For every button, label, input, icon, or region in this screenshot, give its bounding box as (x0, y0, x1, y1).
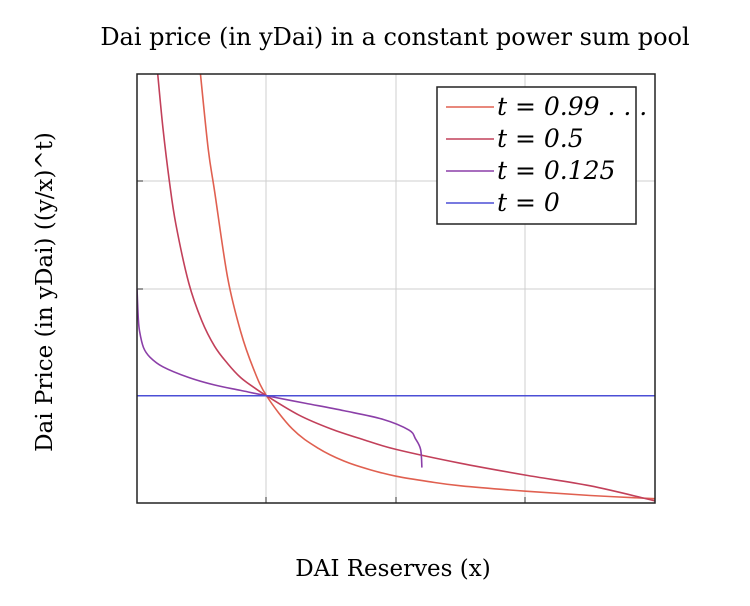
legend-label-0: t = 0.99 . . . (497, 92, 647, 121)
legend: t = 0.99 . . . t = 0.5 t = 0.125 t = 0 (436, 86, 647, 225)
legend-entry-2: t = 0.125 (446, 156, 615, 185)
chart-title: Dai price (in yDai) in a constant power … (100, 23, 689, 51)
y-axis-label: Dai Price (in yDai) ((y/x)^t) (32, 132, 58, 452)
legend-entry-3: t = 0 (446, 188, 560, 217)
series-line-0 (199, 74, 655, 500)
plot-frame (136, 73, 656, 504)
series-layer (137, 74, 655, 502)
legend-entry-1: t = 0.5 (446, 124, 584, 153)
legend-entry-0: t = 0.99 . . . (446, 92, 647, 121)
legend-entries: t = 0.99 . . . t = 0.5 t = 0.125 t = 0 (446, 92, 647, 217)
x-axis-label: DAI Reserves (x) (295, 556, 490, 582)
legend-box (436, 86, 637, 225)
series-line-1 (156, 74, 655, 502)
legend-label-2: t = 0.125 (497, 156, 615, 185)
series-line-2 (137, 288, 423, 468)
legend-label-3: t = 0 (497, 188, 560, 217)
legend-label-1: t = 0.5 (497, 124, 584, 153)
